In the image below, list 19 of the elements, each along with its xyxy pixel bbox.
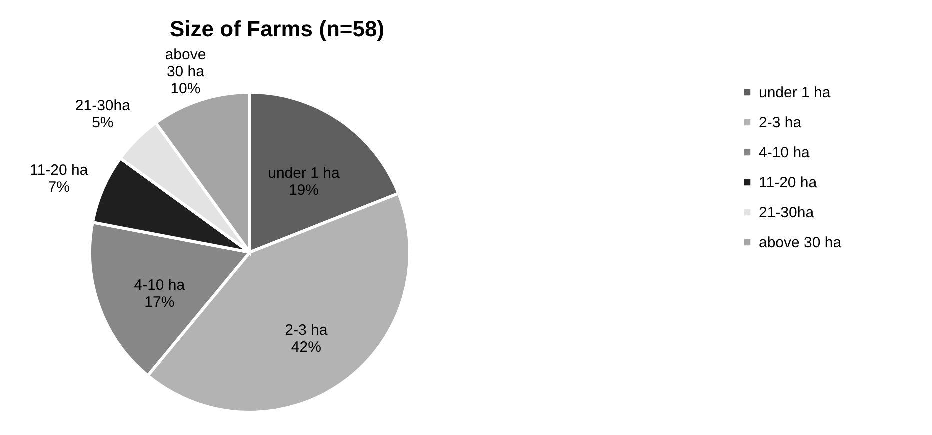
data-label: 19% <box>288 182 319 200</box>
data-label: 7% <box>48 178 70 196</box>
slice-label: 21-30ha <box>75 97 132 114</box>
chart-title: Size of Farms (n=58) <box>170 16 385 42</box>
legend-label: 21-30ha <box>759 204 815 222</box>
legend-label: above 30 ha <box>759 234 842 252</box>
legend-label: 11-20 ha <box>759 174 818 192</box>
slice-label: above 30 ha <box>165 46 206 81</box>
slice-label: 11-20 ha <box>30 162 89 179</box>
slice-label: under 1 ha <box>268 165 340 182</box>
slice-label: 4-10 ha <box>134 277 186 294</box>
data-label: 5% <box>92 114 114 132</box>
slice-label: 2-3 ha <box>285 322 328 340</box>
legend-label: 2-3 ha <box>759 114 802 132</box>
data-label: 17% <box>144 294 175 312</box>
legend-label: under 1 ha <box>759 84 832 102</box>
data-label: 42% <box>291 339 322 356</box>
data-label: 10% <box>170 80 201 98</box>
legend-label: 4-10 ha <box>759 144 811 162</box>
